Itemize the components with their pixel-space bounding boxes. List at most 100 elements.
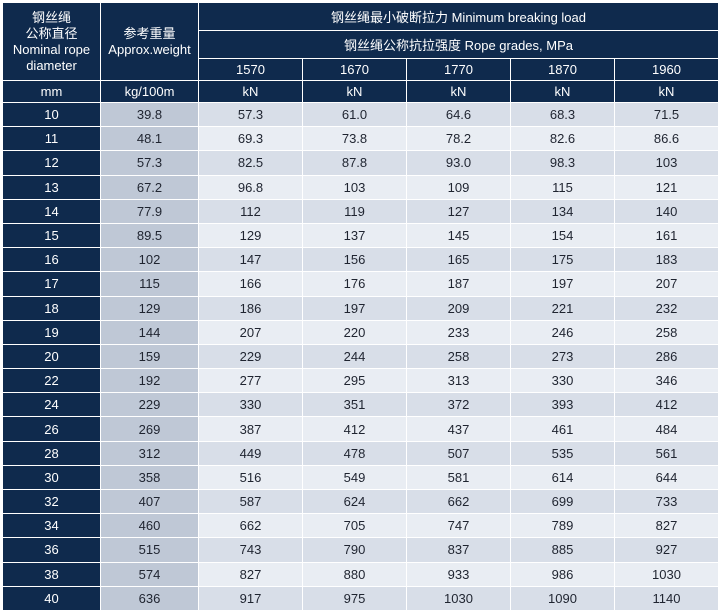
unit-load: kN (198, 80, 303, 103)
breaking-load-cell: 624 (302, 488, 407, 515)
breaking-load-cell: 147 (198, 247, 303, 273)
diameter-cell: 24 (2, 392, 101, 418)
breaking-load-cell: 662 (406, 488, 511, 515)
grade-1670-header: 1670 (302, 58, 407, 81)
unit-load: kN (302, 80, 407, 103)
breaking-load-cell: 197 (302, 295, 407, 321)
breaking-load-cell: 827 (198, 561, 303, 587)
breaking-load-cell: 743 (198, 537, 303, 563)
diameter-cell: 19 (2, 319, 101, 345)
unit-load: kN (406, 80, 511, 103)
breaking-load-cell: 449 (198, 440, 303, 466)
breaking-load-cell: 1090 (510, 585, 615, 611)
breaking-load-cell: 1030 (614, 561, 719, 587)
unit-load: kN (614, 80, 719, 103)
weight-cell: 407 (100, 488, 199, 515)
breaking-load-cell: 699 (510, 488, 615, 515)
weight-header: 参考重量 Approx.weight (100, 2, 199, 81)
breaking-load-cell: 662 (198, 513, 303, 539)
breaking-load-cell: 387 (198, 416, 303, 442)
weight-cell: 358 (100, 464, 199, 491)
diameter-cell: 11 (2, 126, 101, 152)
breaking-load-cell: 183 (614, 247, 719, 273)
breaking-load-cell: 549 (302, 464, 407, 491)
breaking-load-cell: 587 (198, 488, 303, 515)
breaking-load-cell: 161 (614, 222, 719, 249)
weight-cell: 192 (100, 368, 199, 394)
unit-diameter: mm (2, 80, 101, 103)
breaking-load-cell: 112 (198, 198, 303, 224)
weight-cell: 269 (100, 416, 199, 442)
breaking-load-cell: 82.5 (198, 150, 303, 176)
table-row: 20 159 229 244 258 273 286 (2, 343, 719, 370)
weight-cell: 48.1 (100, 126, 199, 152)
breaking-load-cell: 346 (614, 368, 719, 394)
breaking-load-cell: 273 (510, 343, 615, 370)
diameter-cell: 34 (2, 513, 101, 539)
diameter-cell: 30 (2, 464, 101, 491)
table-row: 34 460 662 705 747 789 827 (2, 513, 719, 539)
breaking-load-cell: 127 (406, 198, 511, 224)
breaking-load-cell: 986 (510, 561, 615, 587)
breaking-load-cell: 134 (510, 198, 615, 224)
breaking-load-cell: 516 (198, 464, 303, 491)
breaking-load-cell: 93.0 (406, 150, 511, 176)
diameter-cell: 18 (2, 295, 101, 321)
diameter-cell: 17 (2, 271, 101, 297)
breaking-load-cell: 705 (302, 513, 407, 539)
breaking-load-cell: 351 (302, 392, 407, 418)
table-row: 32 407 587 624 662 699 733 (2, 488, 719, 515)
breaking-load-cell: 837 (406, 537, 511, 563)
breaking-load-cell: 221 (510, 295, 615, 321)
diameter-cell: 12 (2, 150, 101, 176)
diameter-header-line: diameter (26, 57, 77, 73)
breaking-load-cell: 1030 (406, 585, 511, 611)
breaking-load-cell: 78.2 (406, 126, 511, 152)
table-row: 18 129 186 197 209 221 232 (2, 295, 719, 321)
breaking-load-cell: 69.3 (198, 126, 303, 152)
breaking-load-cell: 119 (302, 198, 407, 224)
diameter-cell: 14 (2, 198, 101, 224)
breaking-load-cell: 927 (614, 537, 719, 563)
table-row: 22 192 277 295 313 330 346 (2, 368, 719, 394)
breaking-load-cell: 535 (510, 440, 615, 466)
grade-1770-header: 1770 (406, 58, 511, 81)
weight-cell: 159 (100, 343, 199, 370)
breaking-load-cell: 880 (302, 561, 407, 587)
weight-cell: 460 (100, 513, 199, 539)
weight-cell: 129 (100, 295, 199, 321)
diameter-cell: 16 (2, 247, 101, 273)
grade-1870-header: 1870 (510, 58, 615, 81)
weight-cell: 39.8 (100, 101, 199, 128)
breaking-load-cell: 885 (510, 537, 615, 563)
breaking-load-cell: 96.8 (198, 174, 303, 200)
breaking-load-cell: 68.3 (510, 101, 615, 128)
diameter-header-line: 公称直径 (25, 25, 78, 41)
breaking-load-cell: 412 (302, 416, 407, 442)
breaking-load-cell: 156 (302, 247, 407, 273)
breaking-load-cell: 790 (302, 537, 407, 563)
unit-weight: kg/100m (100, 80, 199, 103)
breaking-load-cell: 789 (510, 513, 615, 539)
breaking-load-cell: 73.8 (302, 126, 407, 152)
diameter-header-line: 钢丝绳 (31, 9, 71, 25)
breaking-load-cell: 461 (510, 416, 615, 442)
breaking-load-cell: 57.3 (198, 101, 303, 128)
breaking-load-cell: 437 (406, 416, 511, 442)
weight-header-line: 参考重量 (123, 25, 176, 41)
breaking-load-cell: 233 (406, 319, 511, 345)
breaking-load-cell: 286 (614, 343, 719, 370)
breaking-load-cell: 64.6 (406, 101, 511, 128)
grades-header: 钢丝绳公称抗拉强度 Rope grades, MPa (198, 30, 719, 59)
table-row: 19 144 207 220 233 246 258 (2, 319, 719, 345)
breaking-load-cell: 154 (510, 222, 615, 249)
breaking-load-cell: 1140 (614, 585, 719, 611)
diameter-cell: 28 (2, 440, 101, 466)
table-row: 15 89.5 129 137 145 154 161 (2, 222, 719, 249)
table-row: 38 574 827 880 933 986 1030 (2, 561, 719, 587)
table-row: 40 636 917 975 1030 1090 1140 (2, 585, 719, 611)
breaking-load-cell: 478 (302, 440, 407, 466)
weight-cell: 636 (100, 585, 199, 611)
diameter-cell: 22 (2, 368, 101, 394)
